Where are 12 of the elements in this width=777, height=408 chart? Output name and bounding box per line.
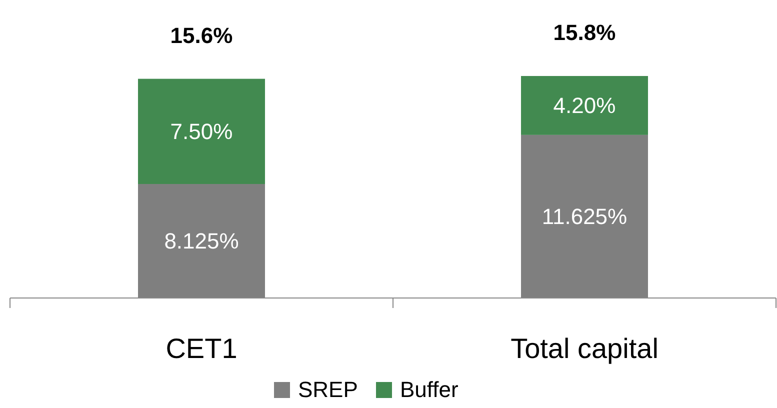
bar [138,78,265,184]
legend-label: SREP [298,377,358,402]
legend-label: Buffer [400,377,458,402]
data-label: 4.20% [553,93,616,118]
total-label: 15.6% [170,22,233,48]
x-tick-label: Total capital [510,333,658,364]
data-label: 7.50% [170,119,233,144]
x-tick-label: CET1 [166,333,238,364]
data-label: 8.125% [164,228,239,254]
total-label: 15.8% [553,20,616,45]
bar [521,76,648,135]
data-label: 11.625% [542,204,628,230]
